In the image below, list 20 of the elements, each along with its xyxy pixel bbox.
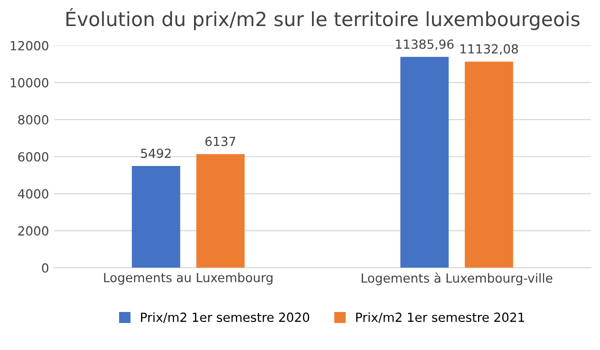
data-label: 11132,08 [460, 44, 518, 55]
y-tick-label: 6000 [18, 152, 48, 162]
data-label: 6137 [205, 136, 236, 146]
bar [400, 56, 449, 268]
y-tick-label: 8000 [18, 115, 48, 125]
bar [196, 154, 245, 268]
data-label: 11385,96 [396, 39, 454, 50]
data-label: 5492 [141, 148, 171, 158]
y-tick-label: 12000 [10, 40, 48, 50]
legend-label: Prix/m2 1er semestre 2021 [356, 312, 524, 323]
x-tick-label: Logements à Luxembourg-ville [362, 272, 552, 286]
legend-label: Prix/m2 1er semestre 2020 [141, 312, 310, 323]
bar [464, 62, 514, 268]
y-tick-label: 4000 [18, 189, 48, 199]
x-tick-label: Logements au Luxembourg [104, 272, 272, 285]
bar [132, 166, 180, 268]
y-tick-label: 2000 [18, 226, 48, 236]
y-tick-label: 0 [42, 263, 48, 273]
y-tick-label: 10000 [10, 78, 48, 88]
chart-title: Évolution du prix/m2 sur le territoire luxembourgeois [66, 8, 580, 30]
